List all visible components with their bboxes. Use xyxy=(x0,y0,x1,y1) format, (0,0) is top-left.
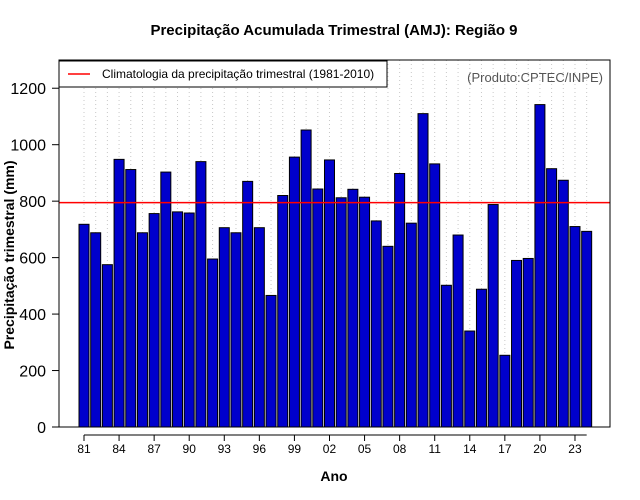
bar-06 xyxy=(370,220,382,428)
bar-03 xyxy=(335,197,347,428)
bar-05 xyxy=(359,196,371,428)
bar-10 xyxy=(417,113,429,428)
y-tick-label: 800 xyxy=(19,194,46,211)
bar-19 xyxy=(522,257,534,428)
x-tick-label: 20 xyxy=(533,442,547,456)
y-axis: 0 200 400 600 800 1000 1200 xyxy=(10,81,59,437)
bar-02 xyxy=(323,159,335,428)
bar-16 xyxy=(487,204,499,428)
bar-11 xyxy=(429,163,441,428)
bar-22 xyxy=(557,179,569,428)
bar-00 xyxy=(300,129,312,428)
bar-99 xyxy=(288,156,300,428)
bar-84 xyxy=(113,158,125,428)
bar-91 xyxy=(195,161,207,428)
y-tick-label: 0 xyxy=(37,420,46,437)
y-tick-label: 400 xyxy=(19,307,46,324)
x-tick-label: 14 xyxy=(463,442,477,456)
bar-01 xyxy=(312,188,324,428)
bar-07 xyxy=(382,245,394,428)
x-tick-label: 05 xyxy=(358,442,372,456)
x-tick-label: 17 xyxy=(498,442,512,456)
legend: Climatologia da precipitação trimestral … xyxy=(58,60,388,88)
bars-layer xyxy=(78,104,593,428)
bar-04 xyxy=(347,188,359,428)
legend-label: Climatologia da precipitação trimestral … xyxy=(102,67,374,81)
bar-18 xyxy=(511,259,523,428)
bar-14 xyxy=(464,330,476,428)
x-tick-label: 08 xyxy=(393,442,407,456)
legend-box xyxy=(58,60,388,88)
y-tick-label: 1200 xyxy=(10,81,46,98)
x-tick-label: 02 xyxy=(323,442,337,456)
bar-24 xyxy=(581,230,593,428)
bar-88 xyxy=(160,171,172,428)
bar-96 xyxy=(253,227,265,428)
bar-09 xyxy=(405,222,417,428)
y-axis-label: Precipitação trimestral (mm) xyxy=(1,160,17,349)
bar-93 xyxy=(218,227,230,428)
plot-area-frame xyxy=(58,59,611,428)
y-tick-label: 1000 xyxy=(10,138,46,155)
x-tick-label: 99 xyxy=(288,442,302,456)
x-tick-label: 11 xyxy=(428,442,441,456)
bar-15 xyxy=(475,288,487,428)
y-tick-label: 600 xyxy=(19,251,46,268)
bar-85 xyxy=(125,169,137,428)
x-tick-label: 90 xyxy=(183,442,197,456)
x-tick-label: 84 xyxy=(112,442,126,456)
bar-08 xyxy=(394,172,406,428)
bar-81 xyxy=(78,223,90,428)
bar-83 xyxy=(101,264,113,428)
bar-20 xyxy=(534,104,546,428)
bar-23 xyxy=(569,226,581,428)
x-axis-label: Ano xyxy=(320,468,347,484)
bar-97 xyxy=(265,294,277,428)
bar-95 xyxy=(242,180,254,428)
bar-17 xyxy=(499,354,511,428)
x-tick-label: 23 xyxy=(568,442,582,456)
bar-90 xyxy=(183,212,195,428)
bar-13 xyxy=(452,234,464,428)
source-note: (Produto:CPTEC/INPE) xyxy=(467,70,603,85)
bar-94 xyxy=(230,232,242,428)
bar-86 xyxy=(136,232,148,428)
x-axis: 81 84 87 90 93 96 99 02 05 08 11 14 17 20 23 xyxy=(77,434,587,456)
bar-92 xyxy=(207,258,219,428)
chart-title: Precipitação Acumulada Trimestral (AMJ):… xyxy=(150,22,517,39)
x-tick-label: 81 xyxy=(77,442,91,456)
bar-12 xyxy=(440,284,452,428)
x-tick-label: 87 xyxy=(147,442,161,456)
bar-98 xyxy=(277,195,289,428)
x-tick-label: 93 xyxy=(218,442,232,456)
bar-89 xyxy=(172,211,184,428)
y-tick-label: 200 xyxy=(19,364,46,381)
bar-21 xyxy=(546,168,558,428)
bar-87 xyxy=(148,213,160,428)
bar-82 xyxy=(90,232,102,428)
x-tick-label: 96 xyxy=(253,442,267,456)
